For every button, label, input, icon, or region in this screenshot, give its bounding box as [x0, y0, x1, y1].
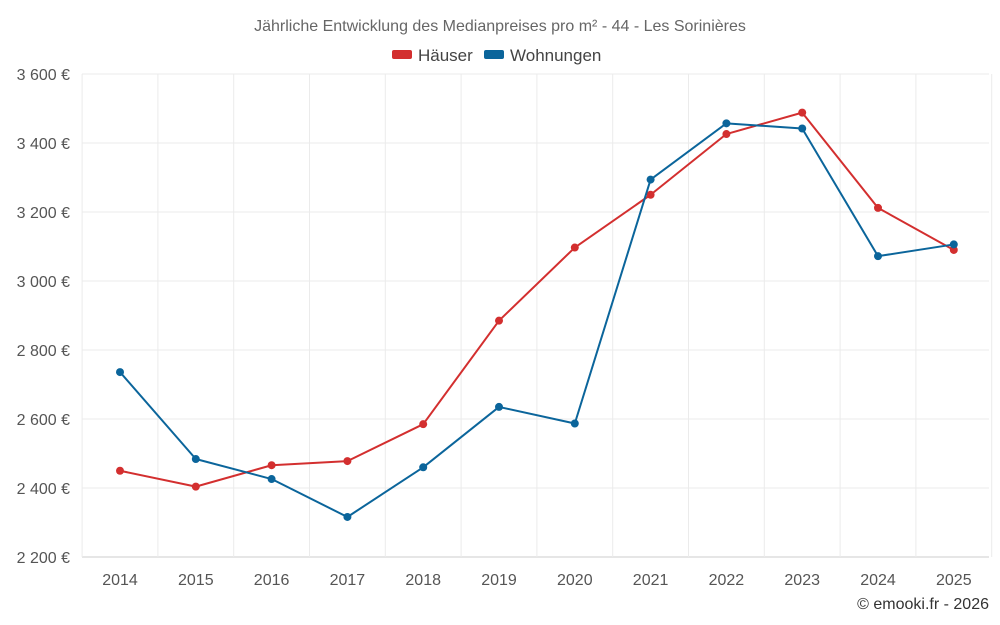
legend-item-haeuser[interactable]: Häuser [392, 46, 473, 65]
data-point-wohnungen-2020[interactable] [570, 419, 579, 428]
series-line-haeuser [119, 111, 955, 488]
y-tick-label: 2 200 € [17, 550, 70, 567]
data-point-wohnungen-2023[interactable] [798, 124, 807, 133]
data-point-haeuser-2025[interactable] [949, 245, 958, 254]
y-tick-label: 2 800 € [17, 343, 70, 360]
y-tick-label: 2 400 € [17, 481, 70, 498]
data-point-wohnungen-2024[interactable] [874, 252, 882, 261]
legend: Häuser Wohnungen [392, 46, 601, 65]
data-point-haeuser-2015[interactable] [191, 482, 200, 491]
chart-title: Jährliche Entwicklung des Medianpreises … [254, 18, 746, 35]
x-tick-label: 2020 [557, 572, 593, 589]
y-tick-label: 3 200 € [17, 205, 70, 222]
legend-label-wohnungen: Wohnungen [510, 46, 601, 65]
data-point-haeuser-2021[interactable] [646, 190, 655, 199]
data-point-haeuser-2024[interactable] [874, 203, 882, 212]
axes: 2 200 € 2 400 € 2 600 € 2 800 € 3 000 € 3 200… [17, 67, 972, 589]
data-point-haeuser-2016[interactable] [267, 461, 276, 470]
x-tick-label: 2016 [254, 572, 290, 589]
data-point-wohnungen-2022[interactable] [722, 119, 731, 128]
data-point-haeuser-2023[interactable] [798, 108, 807, 117]
x-tick-label: 2014 [102, 572, 138, 589]
data-point-wohnungen-2016[interactable] [267, 475, 276, 484]
data-point-wohnungen-2014[interactable] [116, 368, 124, 377]
x-tick-label: 2022 [709, 572, 745, 589]
x-tick-label: 2021 [633, 572, 669, 589]
x-tick-label: 2023 [784, 572, 820, 589]
data-point-wohnungen-2019[interactable] [495, 402, 503, 411]
legend-swatch-wohnungen [484, 50, 504, 59]
data-point-haeuser-2017[interactable] [343, 457, 352, 466]
x-tick-label: 2019 [481, 572, 517, 589]
data-point-wohnungen-2025[interactable] [949, 240, 958, 249]
x-tick-label: 2025 [936, 572, 972, 589]
x-tick-label: 2018 [405, 572, 441, 589]
data-point-haeuser-2019[interactable] [495, 316, 503, 325]
data-point-haeuser-2022[interactable] [722, 130, 731, 139]
y-tick-label: 3 600 € [17, 67, 70, 84]
data-point-haeuser-2020[interactable] [570, 243, 579, 252]
data-point-haeuser-2018[interactable] [419, 420, 428, 429]
data-point-haeuser-2014[interactable] [116, 466, 124, 475]
y-tick-label: 3 000 € [17, 274, 70, 291]
data-point-wohnungen-2017[interactable] [343, 512, 352, 521]
x-tick-label: 2017 [330, 572, 366, 589]
x-tick-label: 2015 [178, 572, 214, 589]
data-point-wohnungen-2021[interactable] [646, 175, 655, 184]
legend-label-haeuser: Häuser [418, 46, 473, 65]
data-point-wohnungen-2018[interactable] [419, 463, 428, 472]
legend-swatch-haeuser [392, 50, 412, 59]
legend-item-wohnungen[interactable]: Wohnungen [484, 46, 601, 65]
data-point-wohnungen-2015[interactable] [191, 455, 200, 464]
y-tick-label: 2 600 € [17, 412, 70, 429]
credit-text: © emooki.fr - 2026 [857, 596, 989, 613]
series-line-wohnungen [119, 122, 954, 518]
x-tick-label: 2024 [860, 572, 896, 589]
grid [81, 73, 993, 558]
series [116, 108, 958, 521]
y-tick-label: 3 400 € [17, 136, 70, 153]
